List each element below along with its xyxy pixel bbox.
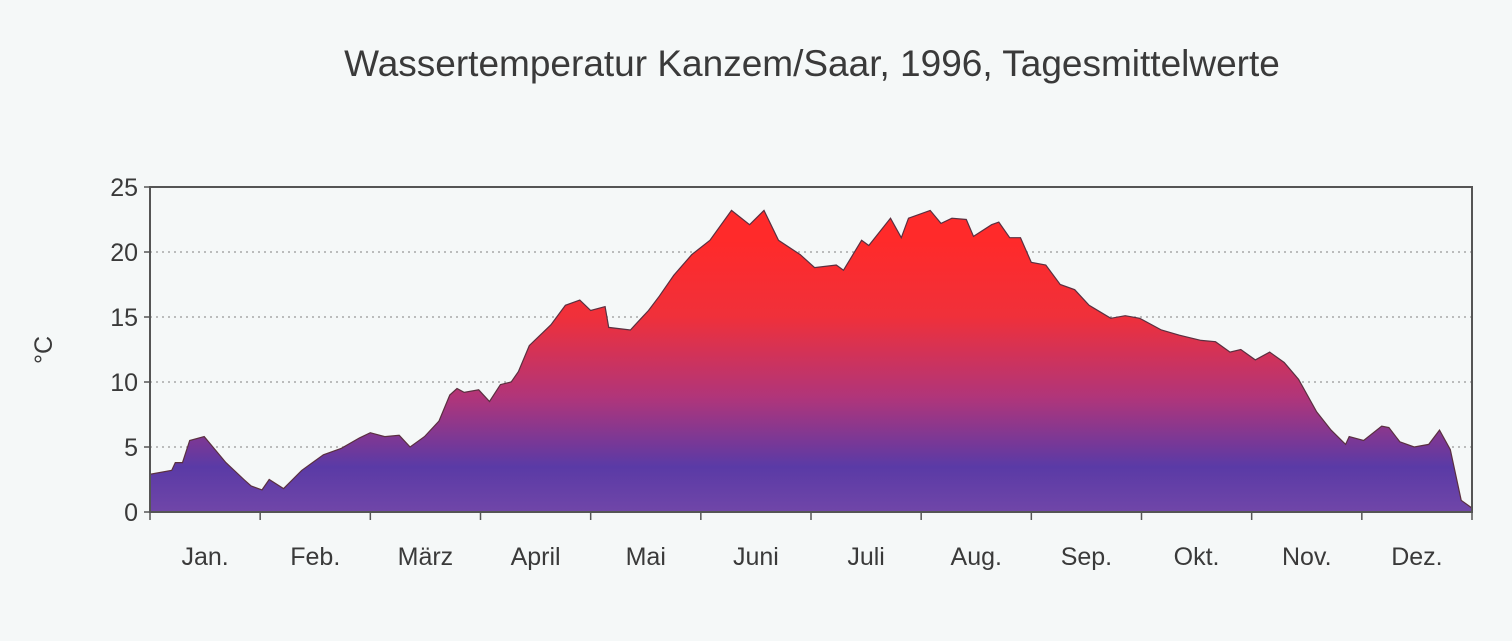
chart-title: Wassertemperatur Kanzem/Saar, 1996, Tage… bbox=[344, 43, 1280, 84]
y-tick-label: 20 bbox=[110, 239, 138, 267]
month-label: Mai bbox=[626, 543, 666, 571]
month-label: Feb. bbox=[290, 543, 340, 571]
month-label: Sep. bbox=[1061, 543, 1112, 571]
month-label: März bbox=[398, 543, 454, 571]
y-tick-label: 0 bbox=[124, 499, 138, 527]
y-axis-label: °C bbox=[30, 336, 58, 364]
temperature-area bbox=[149, 209, 1473, 513]
month-label: Aug. bbox=[951, 543, 1002, 571]
y-tick-label: 15 bbox=[110, 304, 138, 332]
month-label: Juli bbox=[847, 543, 885, 571]
month-label: April bbox=[511, 543, 561, 571]
y-tick-label: 10 bbox=[110, 369, 138, 397]
month-label: Juni bbox=[733, 543, 779, 571]
month-label: Jan. bbox=[181, 543, 228, 571]
y-tick-label: 25 bbox=[110, 174, 138, 202]
month-label: Nov. bbox=[1282, 543, 1332, 571]
month-label: Dez. bbox=[1391, 543, 1442, 571]
month-label: Okt. bbox=[1174, 543, 1220, 571]
y-tick-label: 5 bbox=[124, 434, 138, 462]
